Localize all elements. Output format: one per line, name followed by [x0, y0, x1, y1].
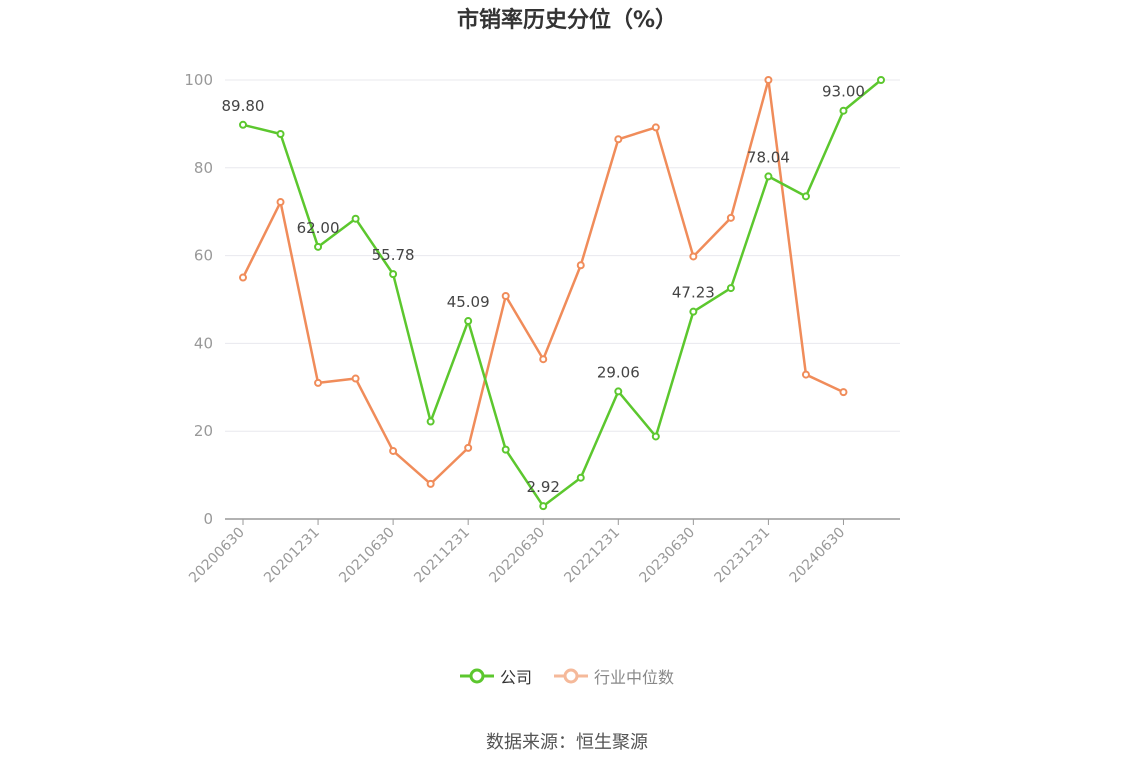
company-data-label: 55.78 [372, 246, 415, 264]
company-data-point [614, 387, 623, 396]
industry-data-point [389, 446, 398, 455]
company-data-point [651, 432, 660, 441]
legend-industry-marker-icon [554, 668, 588, 684]
company-data-label: 47.23 [672, 284, 715, 302]
industry-data-point [764, 76, 773, 84]
company-series-line [242, 79, 882, 508]
company-data-point [576, 473, 585, 482]
x-tick-label: 20200630 [186, 525, 248, 587]
company-data-point [539, 502, 548, 511]
industry-data-point [426, 479, 435, 488]
company-data-point [389, 270, 398, 279]
company-data-point [464, 317, 473, 326]
company-data-label: 2.92 [527, 478, 560, 496]
company-data-label: 45.09 [447, 293, 490, 311]
company-data-point [764, 172, 773, 181]
company-data-label: 78.04 [747, 148, 790, 166]
industry-data-point [651, 123, 660, 132]
industry-data-point [839, 388, 848, 397]
legend-company-marker-icon [459, 668, 494, 684]
company-data-point [314, 242, 323, 251]
x-tick-label: 20240630 [787, 525, 849, 587]
x-tick-label: 20231231 [712, 525, 774, 587]
industry-data-point [726, 213, 735, 222]
x-tick-label: 20221231 [561, 525, 623, 587]
company-data-point [877, 76, 885, 84]
y-tick-label: 100 [184, 71, 213, 89]
industry-data-point [276, 198, 285, 207]
legend-label-industry: 行业中位数 [594, 668, 675, 687]
legend-label-company: 公司 [499, 668, 532, 687]
industry-series-line [241, 78, 845, 486]
industry-data-point [689, 252, 698, 261]
x-tick-label: 20201231 [261, 525, 323, 587]
industry-data-point [239, 273, 247, 282]
industry-data-point [614, 135, 623, 144]
industry-data-point [464, 443, 473, 452]
company-data-label: 62.00 [297, 219, 340, 237]
industry-data-point [576, 261, 585, 270]
company-data-point [839, 106, 848, 115]
company-data-point [239, 120, 247, 129]
x-tick-label: 20210630 [336, 525, 398, 587]
company-data-point [351, 214, 360, 223]
company-data-label: 89.80 [222, 97, 265, 115]
y-tick-label: 0 [203, 510, 213, 528]
company-data-point [689, 307, 698, 316]
y-tick-label: 40 [194, 334, 213, 352]
industry-data-point [539, 355, 548, 364]
industry-data-point [351, 374, 360, 383]
company-data-point [501, 445, 510, 454]
company-data-label: 29.06 [597, 363, 640, 381]
company-data-label: 93.00 [822, 83, 865, 101]
legend-item-company[interactable]: 公司 [459, 664, 532, 688]
x-tick-label: 20211231 [411, 525, 473, 587]
legend-item-industry[interactable]: 行业中位数 [554, 664, 674, 688]
industry-data-point [501, 291, 510, 300]
company-data-point [726, 284, 735, 293]
company-data-point [426, 417, 435, 426]
x-tick-label: 20230630 [636, 525, 698, 587]
chart-title: 市销率历史分位（%） [456, 8, 678, 33]
y-tick-label: 80 [194, 159, 213, 177]
legend: 公司 行业中位数 [0, 664, 1134, 688]
company-data-point [801, 192, 810, 201]
data-source: 数据来源：恒生聚源 [486, 732, 648, 753]
industry-data-point [801, 370, 810, 379]
company-data-point [276, 129, 285, 138]
y-tick-label: 20 [194, 422, 213, 440]
y-tick-label: 60 [194, 247, 213, 265]
industry-data-point [314, 378, 323, 387]
x-tick-label: 20220630 [486, 525, 548, 587]
